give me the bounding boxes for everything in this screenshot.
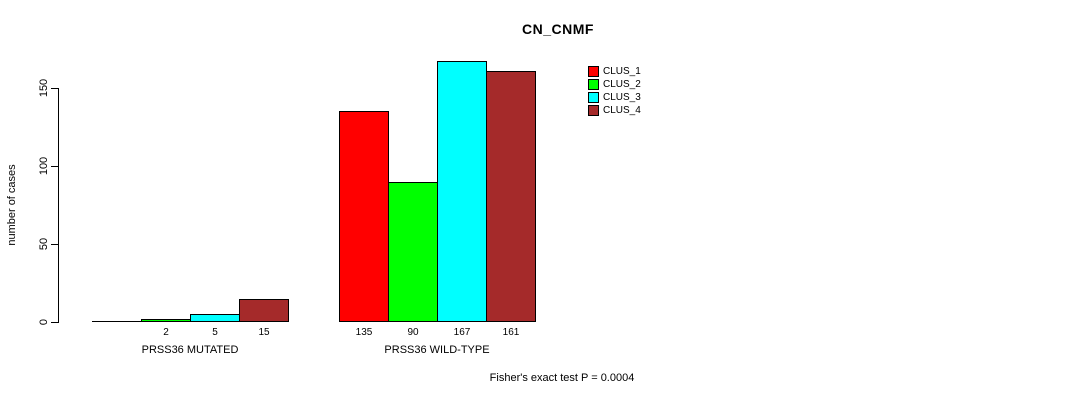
bar-CLUS_4 <box>486 71 536 322</box>
bar-value-label: 167 <box>453 327 471 338</box>
legend-swatch-icon <box>588 79 599 90</box>
bar-CLUS_2 <box>388 182 438 322</box>
bar-value-label: 90 <box>407 327 419 338</box>
y-axis-tick-label: 100 <box>38 156 50 176</box>
legend-item-clus_1: CLUS_1 <box>588 65 641 78</box>
group-label: PRSS36 WILD-TYPE <box>384 344 490 356</box>
legend-item-clus_2: CLUS_2 <box>588 78 641 91</box>
legend-label: CLUS_3 <box>603 92 641 103</box>
y-axis-line <box>58 88 59 323</box>
bar-value-label: 161 <box>502 327 520 338</box>
bar-value-label: 5 <box>212 327 218 338</box>
legend-item-clus_4: CLUS_4 <box>588 104 641 117</box>
y-axis-tick <box>51 244 58 245</box>
chart-title: CN_CNMF <box>522 21 594 37</box>
bar-value-label: 2 <box>163 327 169 338</box>
legend-label: CLUS_4 <box>603 105 641 116</box>
legend-swatch-icon <box>588 66 599 77</box>
bar-CLUS_1 <box>339 111 389 322</box>
bar-CLUS_4 <box>239 299 289 322</box>
legend-swatch-icon <box>588 105 599 116</box>
y-axis-label: number of cases <box>6 164 18 246</box>
legend-label: CLUS_1 <box>603 66 641 77</box>
y-axis-tick-label: 150 <box>38 78 50 98</box>
group-label: PRSS36 MUTATED <box>141 344 239 356</box>
bar-CLUS_2 <box>141 319 191 322</box>
bar-CLUS_3 <box>437 61 487 322</box>
bar-value-label: 135 <box>355 327 373 338</box>
bar-CLUS_3 <box>190 314 240 322</box>
bar-value-label: 15 <box>258 327 270 338</box>
bar-CLUS_1 <box>92 321 142 322</box>
y-axis-tick-label: 50 <box>38 237 50 251</box>
legend-item-clus_3: CLUS_3 <box>588 91 641 104</box>
y-axis-tick <box>51 88 58 89</box>
y-axis-tick <box>51 322 58 323</box>
annotation-text: Fisher's exact test P = 0.0004 <box>489 372 635 384</box>
y-axis-tick-label: 0 <box>38 318 50 326</box>
y-axis-tick <box>51 166 58 167</box>
legend-swatch-icon <box>588 92 599 103</box>
legend-label: CLUS_2 <box>603 79 641 90</box>
